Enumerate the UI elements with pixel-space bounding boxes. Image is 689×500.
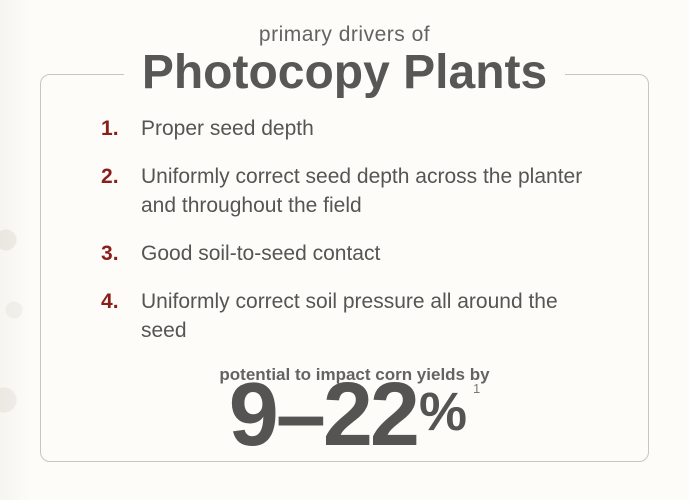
list-item: Proper seed depth [101,115,608,143]
main-title: Photocopy Plants [124,49,565,97]
subtitle-text: primary drivers of [41,23,648,47]
impact-section: potential to impact corn yields by 9–22%… [101,365,608,451]
impact-unit: % [419,381,467,443]
infographic-container: primary drivers of Photocopy Plants Prop… [0,0,689,462]
header-group: primary drivers of Photocopy Plants [41,23,648,97]
bordered-panel: primary drivers of Photocopy Plants Prop… [40,74,649,462]
impact-value: 9–22 [229,379,417,451]
drivers-list: Proper seed depth Uniformly correct seed… [101,115,608,345]
list-item: Good soil-to-seed contact [101,240,608,268]
impact-value-row: 9–22%1 [201,379,508,451]
list-item: Uniformly correct seed depth across the … [101,163,608,220]
list-item: Uniformly correct soil pressure all arou… [101,288,608,345]
impact-label: potential to impact corn yields by [205,365,503,385]
